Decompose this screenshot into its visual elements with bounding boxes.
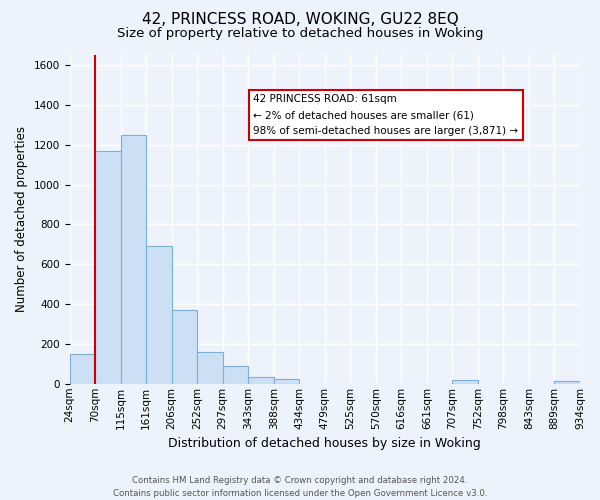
Text: 42, PRINCESS ROAD, WOKING, GU22 8EQ: 42, PRINCESS ROAD, WOKING, GU22 8EQ <box>142 12 458 28</box>
Bar <box>452 380 478 384</box>
Bar <box>95 150 121 384</box>
Bar <box>197 352 223 384</box>
X-axis label: Distribution of detached houses by size in Woking: Distribution of detached houses by size … <box>169 437 481 450</box>
Bar <box>223 366 248 384</box>
Bar <box>121 134 146 384</box>
Text: Contains HM Land Registry data © Crown copyright and database right 2024.
Contai: Contains HM Land Registry data © Crown c… <box>113 476 487 498</box>
Bar <box>274 380 299 384</box>
Bar <box>172 310 197 384</box>
Bar <box>554 381 580 384</box>
Bar <box>70 354 95 384</box>
Text: 42 PRINCESS ROAD: 61sqm
← 2% of detached houses are smaller (61)
98% of semi-det: 42 PRINCESS ROAD: 61sqm ← 2% of detached… <box>253 94 518 136</box>
Y-axis label: Number of detached properties: Number of detached properties <box>15 126 28 312</box>
Bar <box>146 246 172 384</box>
Bar <box>248 377 274 384</box>
Text: Size of property relative to detached houses in Woking: Size of property relative to detached ho… <box>117 28 483 40</box>
